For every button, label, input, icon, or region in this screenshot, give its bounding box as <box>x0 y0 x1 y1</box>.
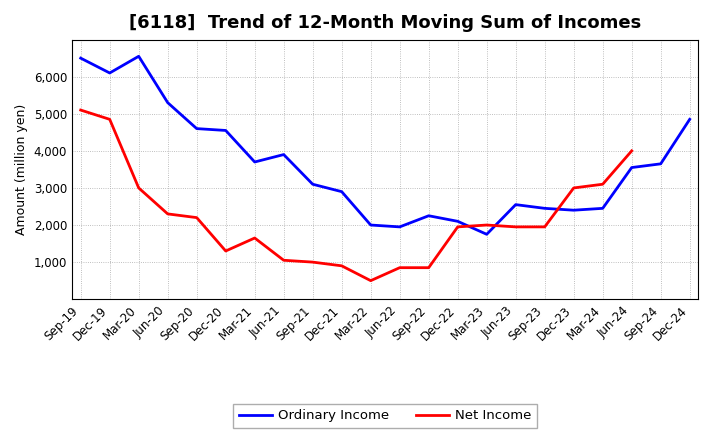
Ordinary Income <box>76 55 85 61</box>
Net Income <box>454 224 462 230</box>
Net Income <box>395 265 404 270</box>
Net Income <box>192 215 201 220</box>
Ordinary Income <box>598 205 607 211</box>
Net Income <box>482 222 491 227</box>
Net Income <box>308 260 317 265</box>
Ordinary Income <box>395 224 404 230</box>
Net Income <box>105 117 114 122</box>
Ordinary Income <box>221 128 230 133</box>
Net Income <box>338 263 346 268</box>
Net Income <box>279 258 288 263</box>
Ordinary Income <box>627 165 636 170</box>
Net Income <box>135 185 143 191</box>
Ordinary Income <box>163 100 172 105</box>
Ordinary Income <box>454 219 462 224</box>
Net Income <box>221 248 230 253</box>
Ordinary Income <box>541 205 549 211</box>
Legend: Ordinary Income, Net Income: Ordinary Income, Net Income <box>233 404 537 428</box>
Ordinary Income <box>424 213 433 218</box>
Net Income <box>627 148 636 154</box>
Net Income <box>163 211 172 216</box>
Net Income <box>598 182 607 187</box>
Line: Net Income: Net Income <box>81 110 631 281</box>
Ordinary Income <box>657 161 665 166</box>
Net Income <box>424 265 433 270</box>
Title: [6118]  Trend of 12-Month Moving Sum of Incomes: [6118] Trend of 12-Month Moving Sum of I… <box>129 15 642 33</box>
Ordinary Income <box>308 182 317 187</box>
Ordinary Income <box>338 189 346 194</box>
Ordinary Income <box>366 222 375 227</box>
Ordinary Income <box>279 152 288 157</box>
Ordinary Income <box>685 117 694 122</box>
Line: Ordinary Income: Ordinary Income <box>81 56 690 234</box>
Y-axis label: Amount (million yen): Amount (million yen) <box>15 104 28 235</box>
Ordinary Income <box>251 159 259 165</box>
Ordinary Income <box>511 202 520 207</box>
Net Income <box>570 185 578 191</box>
Net Income <box>251 235 259 241</box>
Ordinary Income <box>570 208 578 213</box>
Net Income <box>366 278 375 283</box>
Ordinary Income <box>105 70 114 76</box>
Ordinary Income <box>482 231 491 237</box>
Net Income <box>541 224 549 230</box>
Net Income <box>511 224 520 230</box>
Ordinary Income <box>135 54 143 59</box>
Ordinary Income <box>192 126 201 131</box>
Net Income <box>76 107 85 113</box>
